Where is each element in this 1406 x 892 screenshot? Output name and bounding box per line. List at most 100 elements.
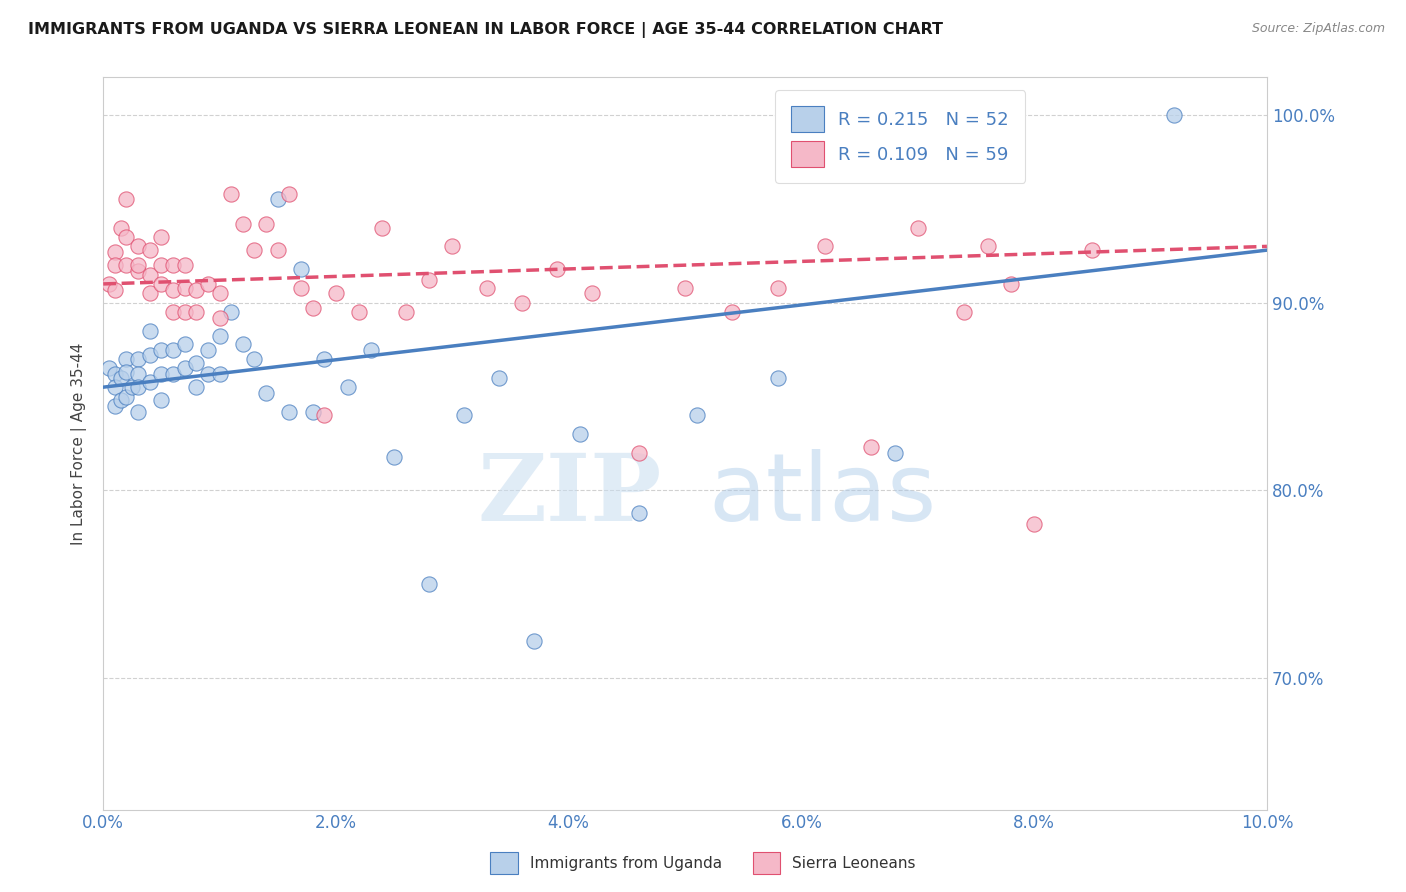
Point xyxy=(127,258,149,272)
Point xyxy=(953,305,976,319)
Point xyxy=(686,409,709,423)
Point xyxy=(418,577,440,591)
Point xyxy=(115,193,138,207)
Text: atlas: atlas xyxy=(709,449,936,541)
Point xyxy=(395,305,418,319)
Point xyxy=(314,409,336,423)
Point xyxy=(127,351,149,366)
Point xyxy=(627,506,650,520)
Point xyxy=(418,273,440,287)
Point xyxy=(360,343,382,357)
Point xyxy=(197,367,219,381)
Point xyxy=(546,261,568,276)
Point xyxy=(186,356,208,370)
Point xyxy=(110,220,132,235)
Point xyxy=(290,261,312,276)
Point xyxy=(104,399,127,413)
Point xyxy=(150,393,173,408)
Point xyxy=(150,258,173,272)
Point xyxy=(278,186,301,201)
Point xyxy=(162,258,184,272)
Point xyxy=(243,351,266,366)
Point xyxy=(1163,108,1185,122)
Point xyxy=(267,193,290,207)
Point xyxy=(883,446,905,460)
Y-axis label: In Labor Force | Age 35-44: In Labor Force | Age 35-44 xyxy=(72,343,87,545)
Point xyxy=(976,239,998,253)
Point xyxy=(860,440,883,454)
Point xyxy=(115,390,138,404)
Point xyxy=(127,264,149,278)
Point xyxy=(197,277,219,291)
Point xyxy=(186,283,208,297)
Point xyxy=(441,239,464,253)
Point xyxy=(104,380,127,394)
Point xyxy=(150,277,173,291)
Point xyxy=(139,375,162,389)
Point xyxy=(1000,277,1022,291)
Point xyxy=(139,286,162,301)
Point xyxy=(115,258,138,272)
Point xyxy=(208,310,231,325)
Point xyxy=(673,281,696,295)
Point xyxy=(243,243,266,257)
Point xyxy=(907,220,929,235)
Point xyxy=(720,305,742,319)
Point xyxy=(162,367,184,381)
Point xyxy=(232,217,254,231)
Legend: Immigrants from Uganda, Sierra Leoneans: Immigrants from Uganda, Sierra Leoneans xyxy=(484,846,922,880)
Point xyxy=(219,305,242,319)
Point xyxy=(290,281,312,295)
Point xyxy=(173,281,195,295)
Point xyxy=(581,286,603,301)
Point xyxy=(162,343,184,357)
Point xyxy=(115,230,138,244)
Point xyxy=(186,380,208,394)
Point xyxy=(173,258,195,272)
Point xyxy=(104,367,127,381)
Point xyxy=(766,371,789,385)
Point xyxy=(523,633,546,648)
Point xyxy=(766,281,789,295)
Point xyxy=(150,343,173,357)
Point xyxy=(477,281,499,295)
Legend: R = 0.215   N = 52, R = 0.109   N = 59: R = 0.215 N = 52, R = 0.109 N = 59 xyxy=(775,90,1025,183)
Point xyxy=(627,446,650,460)
Point xyxy=(104,258,127,272)
Point xyxy=(150,230,173,244)
Point xyxy=(336,380,359,394)
Point xyxy=(186,305,208,319)
Point xyxy=(569,427,592,442)
Point xyxy=(301,301,323,316)
Point xyxy=(278,404,301,418)
Point xyxy=(115,351,138,366)
Text: Source: ZipAtlas.com: Source: ZipAtlas.com xyxy=(1251,22,1385,36)
Point xyxy=(301,404,323,418)
Point xyxy=(371,220,394,235)
Point xyxy=(173,361,195,376)
Point xyxy=(254,217,277,231)
Point xyxy=(127,380,149,394)
Point xyxy=(382,450,405,464)
Point xyxy=(139,268,162,282)
Point xyxy=(162,283,184,297)
Point xyxy=(104,283,127,297)
Point xyxy=(127,239,149,253)
Point xyxy=(115,365,138,379)
Point xyxy=(127,404,149,418)
Text: ZIP: ZIP xyxy=(478,450,662,540)
Point xyxy=(139,243,162,257)
Text: IMMIGRANTS FROM UGANDA VS SIERRA LEONEAN IN LABOR FORCE | AGE 35-44 CORRELATION : IMMIGRANTS FROM UGANDA VS SIERRA LEONEAN… xyxy=(28,22,943,38)
Point xyxy=(104,245,127,260)
Point xyxy=(173,305,195,319)
Point xyxy=(110,371,132,385)
Point xyxy=(98,277,121,291)
Point xyxy=(162,305,184,319)
Point xyxy=(139,348,162,362)
Point xyxy=(347,305,370,319)
Point xyxy=(150,367,173,381)
Point xyxy=(98,361,121,376)
Point xyxy=(510,295,533,310)
Point xyxy=(139,324,162,338)
Point xyxy=(325,286,347,301)
